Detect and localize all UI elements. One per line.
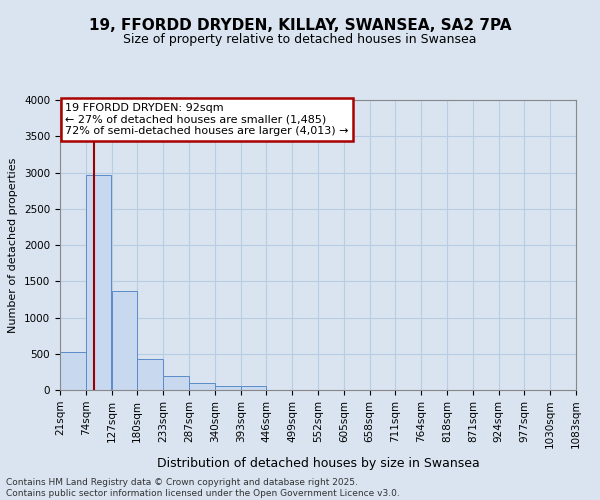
X-axis label: Distribution of detached houses by size in Swansea: Distribution of detached houses by size … (157, 456, 479, 469)
Bar (137, 359, 163, 390)
Bar (241, 386, 266, 390)
Bar (86, 174, 111, 390)
Text: Contains HM Land Registry data © Crown copyright and database right 2025.
Contai: Contains HM Land Registry data © Crown c… (6, 478, 400, 498)
Y-axis label: Number of detached properties: Number of detached properties (8, 158, 19, 332)
Bar (112, 292, 137, 390)
Bar (215, 386, 241, 390)
Text: 19 FFORDD DRYDEN: 92sqm
← 27% of detached houses are smaller (1,485)
72% of semi: 19 FFORDD DRYDEN: 92sqm ← 27% of detache… (65, 103, 349, 136)
Bar (60, 352, 86, 390)
Text: 19, FFORDD DRYDEN, KILLAY, SWANSEA, SA2 7PA: 19, FFORDD DRYDEN, KILLAY, SWANSEA, SA2 … (89, 18, 511, 32)
Bar (190, 383, 215, 390)
Bar (163, 376, 188, 390)
Text: Size of property relative to detached houses in Swansea: Size of property relative to detached ho… (123, 32, 477, 46)
